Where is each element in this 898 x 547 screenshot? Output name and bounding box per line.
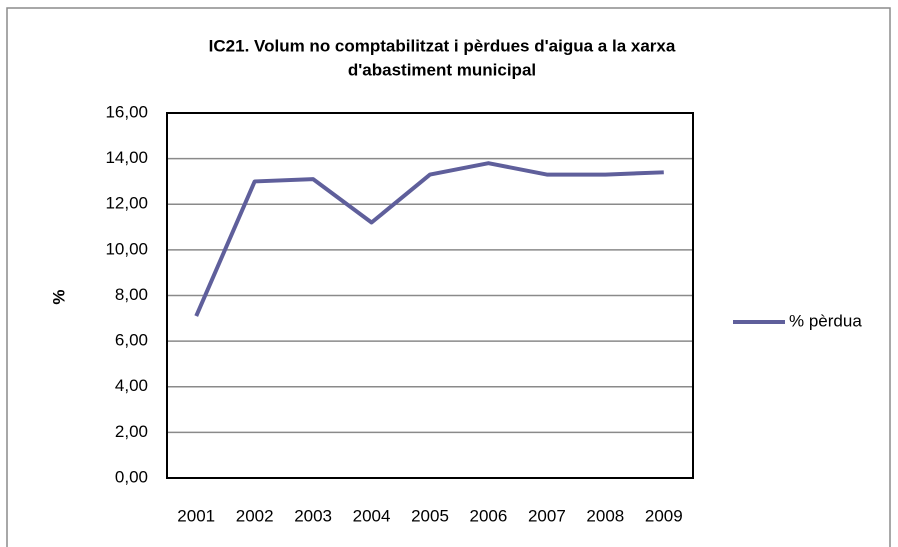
y-tick-label: 6,00 xyxy=(115,331,148,350)
x-tick-label: 2001 xyxy=(177,506,215,525)
x-tick-label: 2007 xyxy=(528,506,566,525)
y-tick-label: 4,00 xyxy=(115,376,148,395)
y-tick-label: 8,00 xyxy=(115,285,148,304)
x-tick-label: 2003 xyxy=(294,506,332,525)
x-tick-label: 2004 xyxy=(353,506,391,525)
y-tick-label: 16,00 xyxy=(105,102,148,121)
y-axis-label: % xyxy=(49,289,68,304)
chart-title: d'abastiment municipal xyxy=(348,60,536,79)
y-tick-label: 10,00 xyxy=(105,239,148,258)
y-tick-label: 12,00 xyxy=(105,194,148,213)
chart-frame xyxy=(6,7,891,547)
legend-label: % pèrdua xyxy=(789,311,862,330)
x-tick-label: 2008 xyxy=(586,506,624,525)
y-tick-label: 0,00 xyxy=(115,467,148,486)
y-tick-label: 14,00 xyxy=(105,148,148,167)
y-tick-label: 2,00 xyxy=(115,422,148,441)
x-tick-label: 2009 xyxy=(645,506,683,525)
data-line xyxy=(194,161,664,317)
x-tick-label: 2006 xyxy=(470,506,508,525)
plot-area xyxy=(166,112,694,479)
x-tick-label: 2005 xyxy=(411,506,449,525)
x-tick-label: 2002 xyxy=(236,506,274,525)
chart-title: IC21. Volum no comptabilitzat i pèrdues … xyxy=(209,36,676,55)
